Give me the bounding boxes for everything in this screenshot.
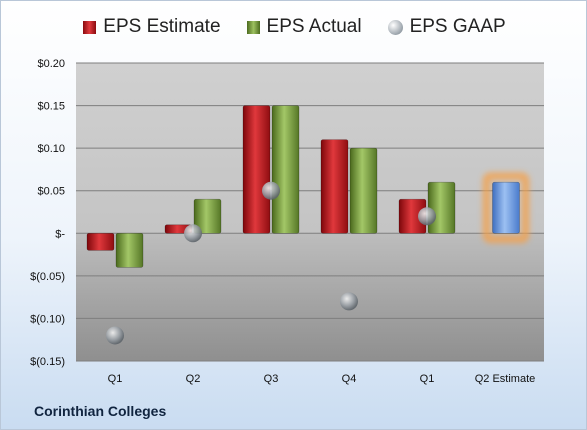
y-tick-label: $0.15 <box>37 101 65 113</box>
eps-gaap-point <box>106 326 124 345</box>
projection-highlight <box>482 172 530 244</box>
y-tick-label: $- <box>55 228 65 240</box>
x-tick-label: Q2 Estimate <box>475 373 536 385</box>
y-tick-label: $(0.05) <box>30 271 65 283</box>
eps-gaap-point <box>262 181 280 200</box>
eps-estimate-bar <box>320 139 349 234</box>
legend-label-eps-actual: EPS Actual <box>266 16 362 37</box>
eps-estimate-bar <box>86 232 115 251</box>
legend-swatch-gray-dot <box>387 19 403 35</box>
plot-area-lower <box>76 233 544 361</box>
y-tick-label: $0.20 <box>37 58 65 70</box>
legend-label-eps-gaap: EPS GAAP <box>409 16 506 37</box>
eps-estimate-bar <box>242 105 271 234</box>
x-tick-label: Q4 <box>342 373 357 385</box>
eps-actual-bar <box>271 105 300 234</box>
eps-gaap-point <box>418 207 436 226</box>
legend-item-eps-actual: EPS Actual <box>246 16 362 38</box>
eps-gaap-point <box>184 224 202 243</box>
x-tick-label: Q1 <box>420 373 435 385</box>
y-tick-label: $(0.15) <box>30 356 65 368</box>
eps-actual-bar <box>427 181 456 234</box>
y-tick-label: $0.10 <box>37 143 65 155</box>
legend: EPS Estimate EPS Actual EPS GAAP <box>1 16 586 38</box>
eps-projection-bar <box>492 181 520 234</box>
x-tick-label: Q2 <box>186 373 201 385</box>
eps-actual-bar <box>193 198 222 234</box>
legend-item-eps-estimate: EPS Estimate <box>83 16 221 38</box>
legend-label-eps-estimate: EPS Estimate <box>103 16 221 37</box>
legend-swatch-green <box>246 20 260 34</box>
eps-actual-bar <box>115 232 144 268</box>
eps-actual-bar <box>349 147 378 234</box>
legend-item-eps-gaap: EPS GAAP <box>387 16 506 38</box>
eps-gaap-point <box>340 292 358 311</box>
x-tick-label: Q3 <box>264 373 279 385</box>
company-name: Corinthian Colleges <box>34 403 167 419</box>
y-tick-label: $0.05 <box>37 186 65 198</box>
y-tick-label: $(0.10) <box>30 313 65 325</box>
legend-swatch-red <box>83 20 97 34</box>
x-tick-label: Q1 <box>108 373 123 385</box>
